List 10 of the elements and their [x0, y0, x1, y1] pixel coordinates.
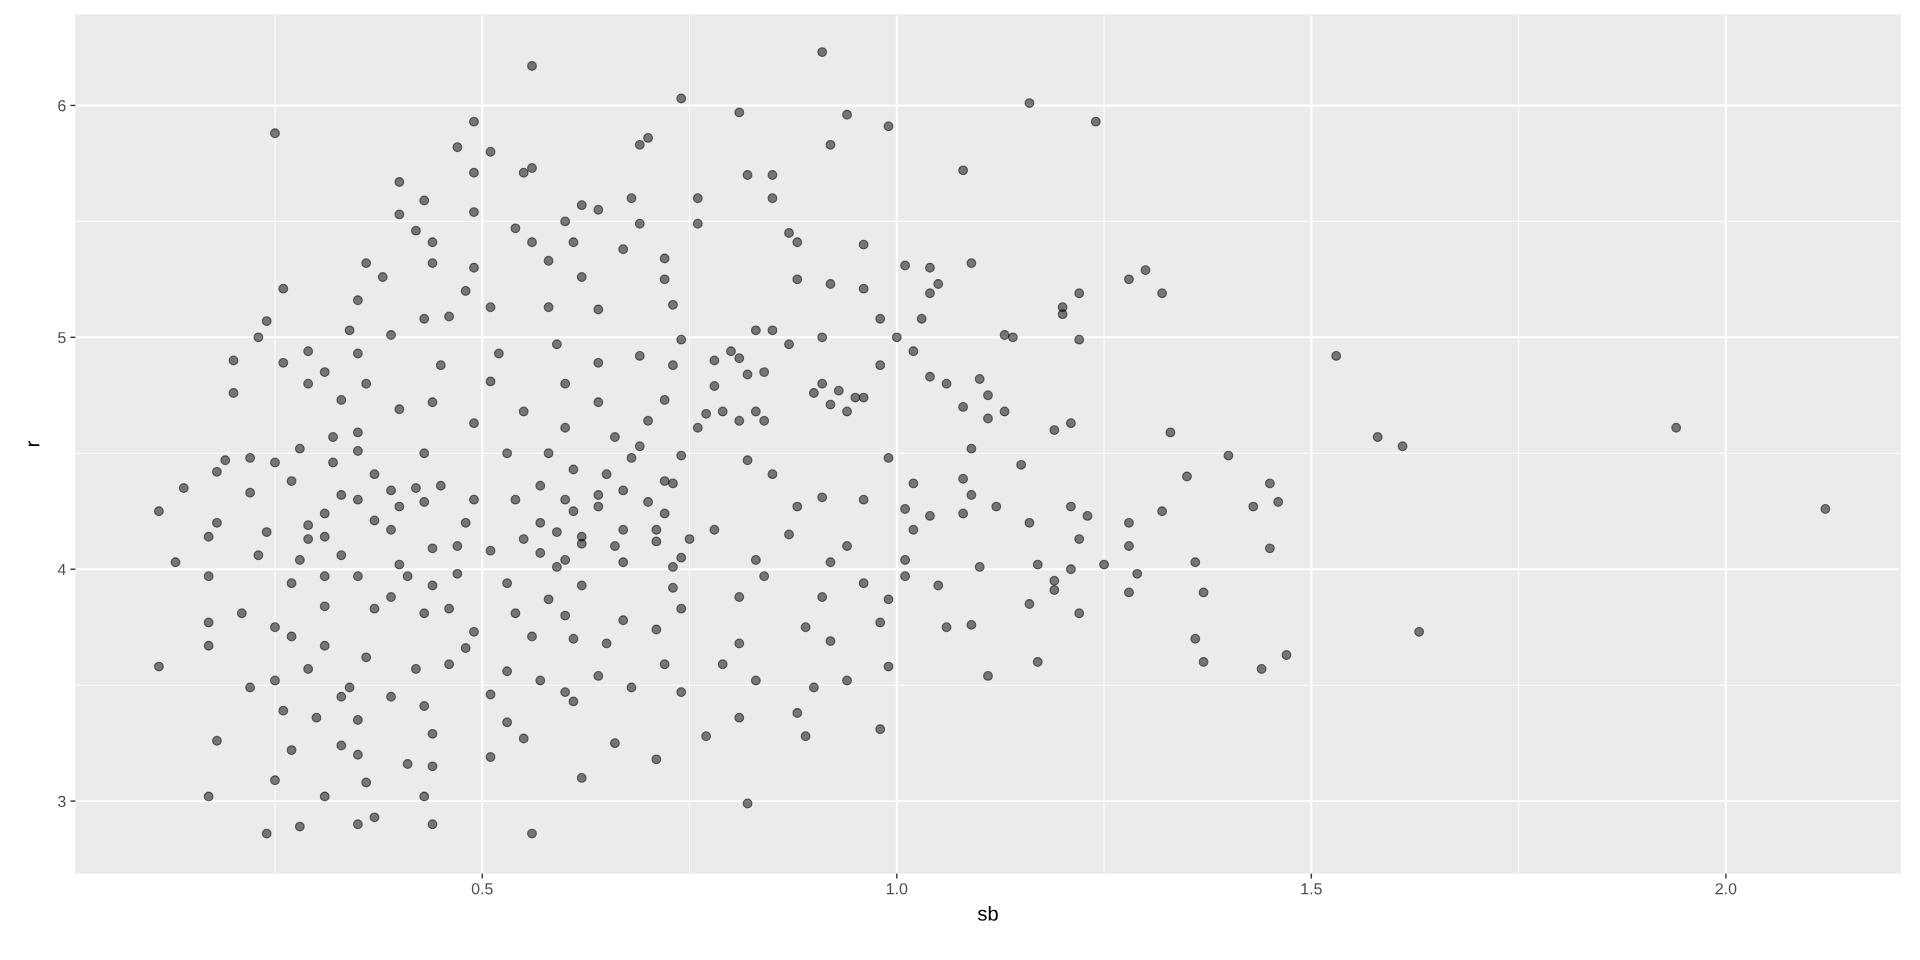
y-tick-label: 6: [58, 100, 66, 112]
x-tick-label: 1.0: [886, 883, 908, 895]
y-tick-label: 5: [58, 332, 66, 344]
x-axis-title: sb: [977, 905, 998, 921]
x-tick-label: 0.5: [471, 883, 493, 895]
y-tick-label: 3: [58, 795, 66, 808]
y-tick-label: 4: [57, 564, 66, 576]
x-tick-label: 2.0: [1715, 883, 1737, 895]
x-tick-label: 1.5: [1301, 883, 1322, 895]
y-axis-title: r: [28, 440, 40, 447]
